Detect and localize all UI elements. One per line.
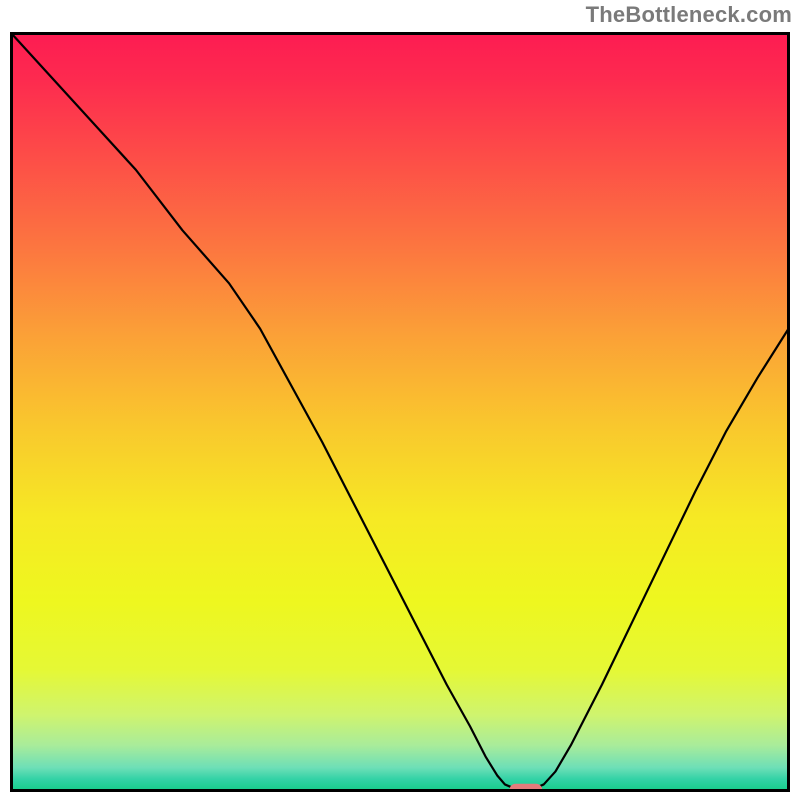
bottleneck-chart xyxy=(10,32,790,792)
figure-frame: TheBottleneck.com xyxy=(0,0,800,800)
watermark-label: TheBottleneck.com xyxy=(586,2,792,28)
chart-background xyxy=(12,34,789,791)
plot-area xyxy=(10,32,790,792)
